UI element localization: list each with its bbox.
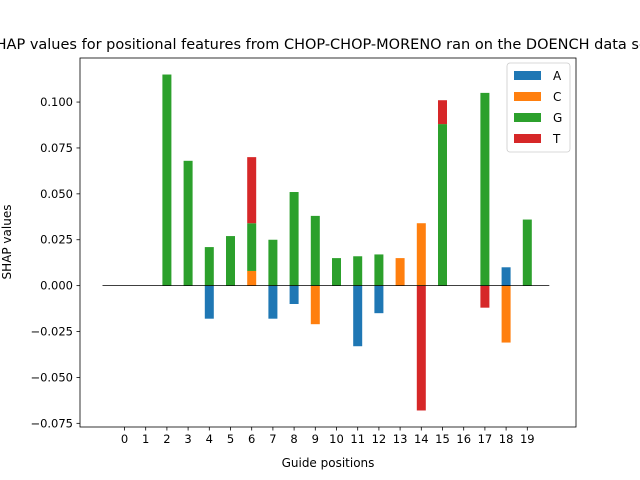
bar-G-8 bbox=[289, 192, 299, 286]
x-tick-label: 0 bbox=[121, 432, 128, 446]
x-tick-label: 18 bbox=[499, 432, 514, 446]
x-tick-label: 11 bbox=[350, 432, 365, 446]
bar-C-14 bbox=[416, 223, 426, 286]
x-tick-label: 10 bbox=[329, 432, 344, 446]
bar-G-2 bbox=[162, 74, 172, 286]
y-axis-label: SHAP values bbox=[0, 205, 14, 280]
bar-A-18 bbox=[501, 267, 511, 286]
bar-G-5 bbox=[226, 236, 235, 286]
bar-G-19 bbox=[522, 219, 532, 286]
x-tick-label: 5 bbox=[227, 432, 234, 446]
x-tick-label: 14 bbox=[414, 432, 429, 446]
bar-A-8 bbox=[289, 285, 299, 304]
y-tick-label: −0.075 bbox=[30, 416, 73, 430]
x-tick-label: 2 bbox=[163, 432, 170, 446]
legend-label-G: G bbox=[553, 111, 562, 125]
y-tick-label: 0.100 bbox=[40, 95, 73, 109]
y-tick-label: 0.050 bbox=[40, 187, 73, 201]
bar-G-10 bbox=[332, 258, 341, 286]
bar-C-9 bbox=[310, 285, 320, 325]
y-tick-label: −0.025 bbox=[30, 325, 73, 339]
chart-title: SHAP values for positional features from… bbox=[0, 37, 640, 53]
x-tick-label: 19 bbox=[520, 432, 535, 446]
bar-G-3 bbox=[183, 160, 193, 286]
y-tick-label: 0.000 bbox=[40, 279, 73, 293]
x-tick-label: 7 bbox=[269, 432, 276, 446]
x-tick-label: 8 bbox=[290, 432, 297, 446]
bar-A-7 bbox=[268, 285, 278, 319]
legend-label-C: C bbox=[553, 90, 561, 104]
x-axis-label: Guide positions bbox=[282, 456, 375, 470]
x-tick-label: 12 bbox=[372, 432, 387, 446]
bar-G-12 bbox=[374, 254, 384, 286]
bar-C-13 bbox=[395, 258, 405, 286]
bar-G-6 bbox=[247, 223, 257, 271]
x-tick-label: 6 bbox=[248, 432, 255, 446]
x-tick-label: 15 bbox=[435, 432, 450, 446]
bar-A-12 bbox=[374, 285, 384, 314]
bar-T-6 bbox=[247, 157, 257, 224]
bar-T-14 bbox=[416, 285, 426, 411]
plot-frame bbox=[79, 57, 577, 428]
x-tick-label: 9 bbox=[312, 432, 319, 446]
bar-C-6 bbox=[247, 270, 257, 286]
bar-G-9 bbox=[310, 215, 320, 286]
bar-G-11 bbox=[353, 256, 363, 286]
bar-C-18 bbox=[501, 285, 511, 343]
bar-G-15 bbox=[438, 124, 447, 286]
axes: 0 1 2 3 4 5 6 7 8 9 10 11 12 13 14 15 16 17 18 19−0.075−0.0… bbox=[30, 95, 534, 446]
legend-box bbox=[506, 62, 571, 153]
y-tick-label: −0.050 bbox=[30, 370, 73, 384]
legend-swatch-G bbox=[514, 113, 541, 122]
bar-G-17 bbox=[480, 92, 490, 286]
x-tick-label: 16 bbox=[456, 432, 471, 446]
legend-label-A: A bbox=[553, 69, 562, 83]
legend-swatch-T bbox=[514, 134, 541, 143]
x-tick-label: 13 bbox=[393, 432, 408, 446]
y-tick-label: 0.075 bbox=[40, 141, 73, 155]
x-tick-label: 4 bbox=[206, 432, 213, 446]
x-tick-label: 3 bbox=[184, 432, 191, 446]
x-tick-label: 17 bbox=[478, 432, 493, 446]
legend-swatch-C bbox=[514, 92, 541, 101]
x-tick-label: 1 bbox=[142, 432, 149, 446]
legend-swatch-A bbox=[514, 71, 541, 80]
bar-G-4 bbox=[204, 247, 214, 286]
bar-T-17 bbox=[480, 285, 490, 308]
bars-layer bbox=[162, 74, 532, 411]
y-tick-label: 0.025 bbox=[40, 233, 73, 247]
bar-A-4 bbox=[204, 285, 214, 319]
bar-A-11 bbox=[353, 285, 363, 347]
bar-G-7 bbox=[268, 239, 278, 286]
bar-T-15 bbox=[438, 100, 447, 125]
legend-label-T: T bbox=[552, 132, 561, 146]
